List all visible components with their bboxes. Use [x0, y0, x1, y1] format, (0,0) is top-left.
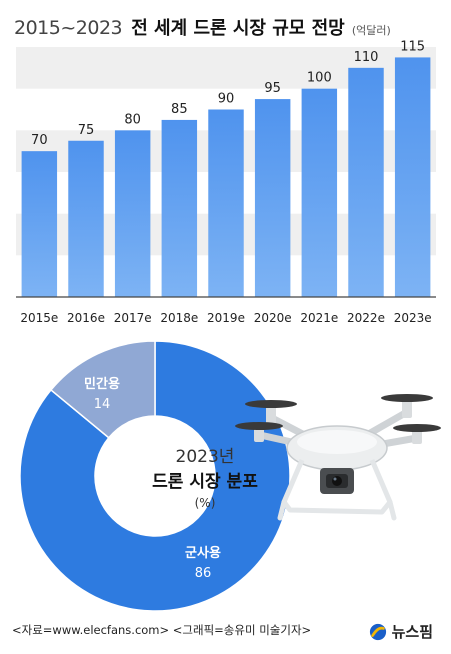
- title-unit: (억달러): [351, 24, 391, 37]
- x-tick-label: 2016e: [67, 311, 105, 325]
- bar-value-label: 100: [307, 71, 332, 86]
- title-years: 2015~2023: [14, 17, 123, 39]
- bar-2023e: [394, 57, 431, 297]
- bar-value-label: 110: [354, 50, 379, 65]
- slice-name-civil: 민간용: [84, 377, 120, 392]
- x-tick-label: 2021e: [300, 311, 338, 325]
- chart-title: 2015~2023 전 세계 드론 시장 규모 전망 (억달러): [14, 14, 391, 40]
- bar-chart: 70 2015e 75 2016e 80 2017e 85 2018e 90 2019e 95 202…: [16, 39, 436, 325]
- x-tick-label: 2023e: [394, 311, 432, 325]
- bar-value-label: 115: [400, 39, 425, 54]
- bar-value-label: 85: [171, 102, 188, 117]
- x-tick-label: 2020e: [254, 311, 292, 325]
- x-tick-label: 2019e: [207, 311, 245, 325]
- slice-value-civil: 14: [93, 397, 111, 412]
- brand: 뉴스핌: [369, 621, 433, 642]
- bar-value-label: 70: [31, 133, 48, 148]
- bar-value-label: 80: [124, 112, 141, 127]
- slice-label-civil: 민간용 14: [72, 373, 132, 412]
- slice-name-military: 군사용: [185, 546, 221, 561]
- source-credit: <자료=www.elecfans.com> <그래픽=송유미 미술기자>: [12, 623, 312, 637]
- x-tick-label: 2017e: [114, 311, 152, 325]
- x-tick-label: 2018e: [160, 311, 198, 325]
- bar-value-label: 90: [218, 92, 235, 107]
- title-main: 전 세계 드론 시장 규모 전망: [131, 18, 345, 39]
- pie-center-year: 2023년: [175, 447, 235, 467]
- bar-2018e: [161, 119, 198, 298]
- bar-2017e: [114, 130, 151, 297]
- brand-name: 뉴스핌: [391, 623, 433, 641]
- pie-center-title: 드론 시장 분포: [152, 472, 258, 492]
- bar-2019e: [208, 109, 244, 297]
- drone-photo-icon: [235, 394, 441, 521]
- bar-2022e: [348, 67, 384, 297]
- bar-2020e: [254, 99, 291, 297]
- slice-value-military: 86: [194, 566, 212, 581]
- bar-value-label: 95: [264, 81, 281, 96]
- newspim-logo-icon: [369, 623, 386, 640]
- bar-2015e: [21, 151, 58, 297]
- x-tick-label: 2015e: [20, 311, 58, 325]
- pie-center-unit: (%): [194, 496, 216, 510]
- x-tick-label: 2022e: [347, 311, 385, 325]
- slice-label-military: 군사용 86: [168, 542, 238, 581]
- bar-2016e: [68, 140, 104, 297]
- bar-2021e: [301, 88, 338, 298]
- bar-value-label: 75: [78, 123, 95, 138]
